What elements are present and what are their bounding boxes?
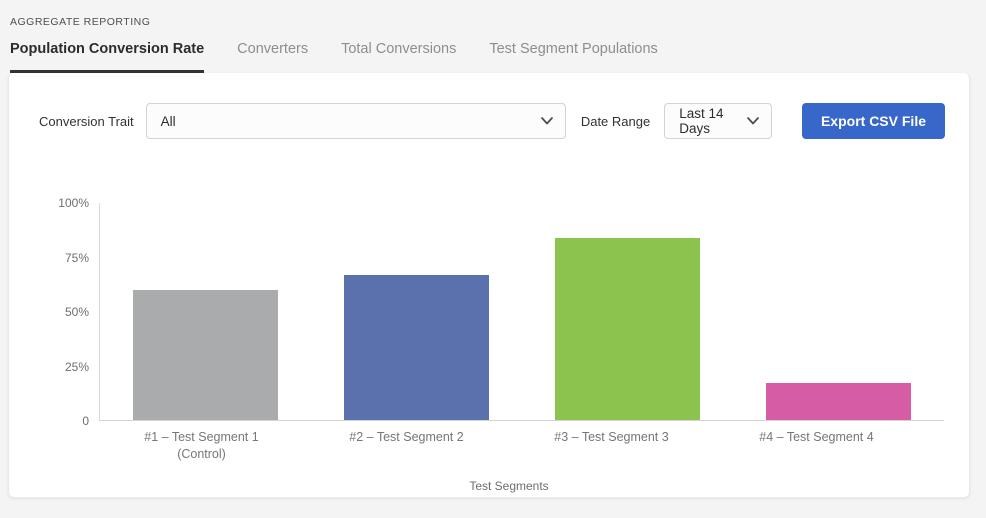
x-category-label: #4 – Test Segment 4 [759, 430, 874, 444]
date-range-select[interactable]: Last 14 Days [664, 103, 772, 139]
bar-slot [733, 203, 944, 420]
tab-total-conversions[interactable]: Total Conversions [341, 41, 457, 57]
plot-area [99, 203, 944, 421]
bar-2-test-segment-2 [343, 274, 490, 420]
x-category-label: #1 – Test Segment 1 (Control) [144, 430, 259, 461]
tabs: Population Conversion Rate Converters Tota… [10, 41, 970, 73]
y-axis: 0 25% 50% 75% 100% [9, 196, 99, 428]
section-eyebrow: AGGREGATE REPORTING [10, 16, 151, 28]
x-category-label: #3 – Test Segment 3 [554, 430, 669, 444]
tab-population-conversion-rate[interactable]: Population Conversion Rate [10, 41, 205, 73]
conversion-trait-label: Conversion Trait [39, 113, 134, 129]
chevron-down-icon [540, 117, 553, 125]
y-tick-label: 75% [64, 250, 89, 265]
bar-4-test-segment-4 [765, 383, 912, 420]
tab-converters[interactable]: Converters [237, 41, 309, 57]
bar-slot [522, 203, 733, 420]
x-axis-title: Test Segments [469, 479, 549, 493]
filter-bar: Conversion Trait All Date Range Last 14 … [9, 73, 969, 139]
x-axis-labels: #1 – Test Segment 1 (Control) #2 – Test Se… [99, 429, 919, 463]
report-card: Conversion Trait All Date Range Last 14 … [8, 73, 970, 498]
export-csv-button[interactable]: Export CSV File [801, 103, 945, 139]
conversion-trait-select[interactable]: All [145, 103, 566, 139]
y-tick-label: 25% [64, 359, 89, 374]
y-tick-label: 0 [82, 414, 89, 428]
bar-1-test-segment-1-control [132, 289, 279, 420]
x-category-label: #2 – Test Segment 2 [349, 430, 464, 444]
date-range-label: Date Range [580, 113, 651, 129]
report-header: AGGREGATE REPORTING Population Conversio… [0, 0, 986, 73]
bar-chart: 0 25% 50% 75% 100% #1 – Test Segment 1 (Contr… [9, 196, 969, 493]
date-range-value: Last 14 Days [679, 106, 724, 136]
y-tick-label: 100% [58, 196, 89, 210]
tab-test-segment-populations[interactable]: Test Segment Populations [489, 41, 658, 57]
conversion-trait-value: All [160, 113, 176, 129]
y-tick-label: 50% [64, 305, 89, 319]
chevron-down-icon [747, 117, 759, 125]
bar-3-test-segment-3 [554, 237, 701, 420]
bar-slot [100, 203, 311, 420]
bar-slot [311, 203, 522, 420]
